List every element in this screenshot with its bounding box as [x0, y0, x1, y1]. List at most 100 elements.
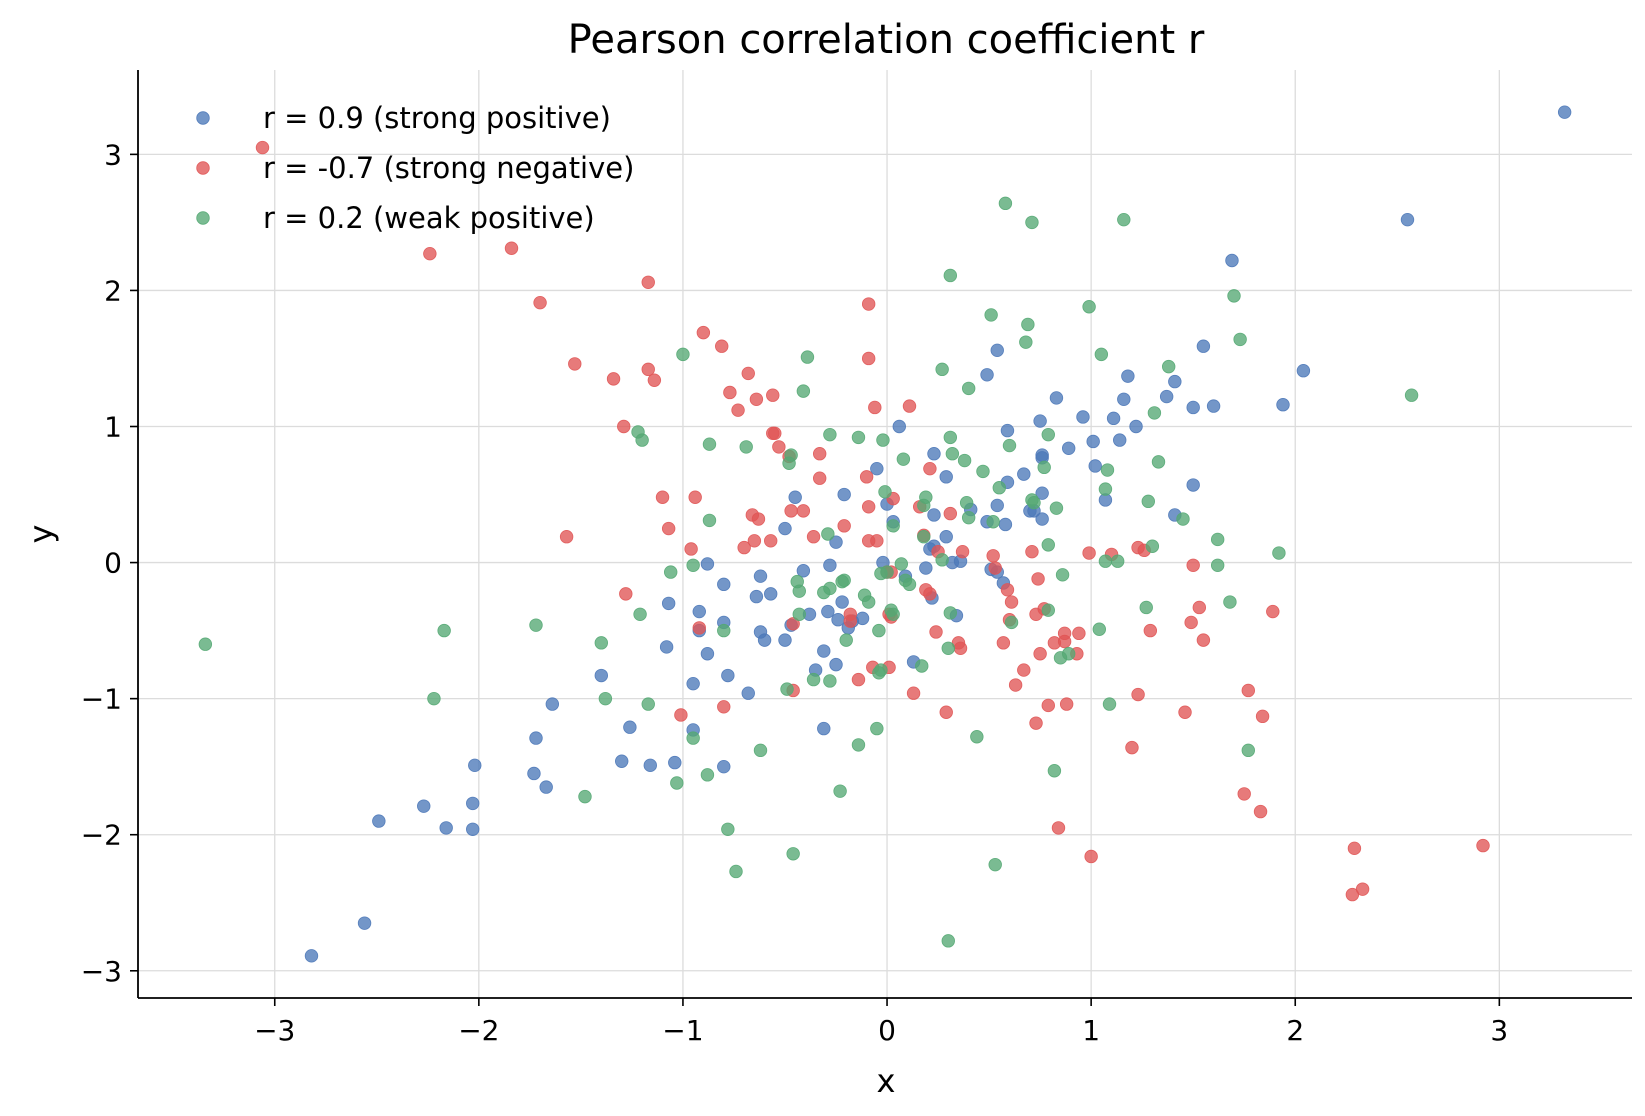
data-point — [943, 430, 958, 445]
data-point — [721, 668, 735, 683]
data-point — [757, 633, 772, 647]
data-point — [545, 697, 560, 711]
data-point — [466, 796, 480, 811]
data-point — [839, 633, 853, 647]
x-tick-label: 0 — [878, 1014, 896, 1047]
data-point — [423, 246, 437, 261]
data-point — [780, 682, 794, 696]
data-point — [633, 607, 647, 621]
data-point — [1041, 538, 1055, 552]
data-point — [751, 512, 766, 526]
data-point — [717, 623, 731, 638]
data-point — [986, 515, 1000, 529]
data-point — [1041, 603, 1055, 617]
data-point — [1037, 460, 1051, 475]
data-point — [568, 357, 582, 371]
data-point — [357, 916, 372, 930]
data-point — [880, 565, 894, 579]
data-point — [1557, 105, 1572, 119]
data-point — [1186, 478, 1200, 492]
data-point — [1002, 438, 1017, 453]
data-point — [821, 604, 835, 619]
data-point — [829, 535, 843, 549]
data-point — [996, 636, 1011, 650]
data-point — [1143, 623, 1158, 638]
data-point — [1347, 841, 1362, 856]
axes — [137, 70, 1632, 999]
data-point — [1355, 882, 1370, 896]
data-point — [723, 385, 737, 400]
data-point — [988, 857, 1002, 872]
legend: r = 0.9 (strong positive) r = -0.7 (stron… — [196, 101, 634, 235]
data-point — [1186, 400, 1200, 415]
data-point — [741, 686, 755, 700]
data-point — [674, 708, 688, 722]
data-point — [1049, 391, 1064, 405]
data-point — [692, 621, 706, 635]
data-point — [533, 295, 547, 310]
data-point — [868, 400, 882, 415]
data-point — [578, 789, 592, 804]
data-point — [1033, 647, 1047, 661]
data-point — [870, 461, 884, 476]
y-tick-label: −1 — [81, 683, 122, 716]
data-point — [721, 822, 735, 836]
data-point — [806, 672, 821, 687]
data-point — [1025, 544, 1039, 559]
data-point — [692, 604, 706, 619]
data-point — [753, 569, 768, 583]
data-point — [980, 368, 994, 382]
data-point — [527, 766, 541, 781]
data-point — [992, 481, 1006, 495]
data-point — [1129, 419, 1143, 434]
data-point — [1141, 494, 1155, 509]
data-point — [859, 470, 874, 484]
data-point — [976, 464, 990, 479]
data-point — [686, 558, 700, 572]
data-point — [737, 540, 751, 555]
data-point — [837, 519, 851, 533]
data-point — [812, 447, 827, 461]
data-point — [1106, 411, 1121, 426]
data-point — [835, 574, 849, 589]
data-point — [835, 595, 849, 609]
data-point — [647, 373, 662, 387]
data-point — [943, 606, 958, 620]
data-point — [894, 557, 909, 571]
data-point — [643, 758, 657, 773]
data-point — [198, 637, 213, 651]
data-point — [919, 561, 933, 575]
data-point — [1021, 317, 1035, 332]
data-point — [984, 308, 998, 322]
x-tick-label: 2 — [1286, 1014, 1304, 1047]
data-point — [1033, 414, 1047, 428]
data-point — [1196, 339, 1211, 353]
data-point — [878, 485, 892, 499]
x-tick-label: 3 — [1490, 1014, 1508, 1047]
data-point — [655, 490, 670, 504]
data-point — [1041, 698, 1055, 713]
data-point — [304, 949, 319, 963]
y-tick-label: 2 — [104, 274, 122, 307]
data-point — [717, 759, 731, 774]
data-point — [970, 730, 984, 744]
data-point — [1055, 568, 1070, 582]
data-point — [641, 275, 655, 289]
data-point — [729, 864, 743, 879]
data-point — [1210, 532, 1225, 547]
data-point — [1255, 709, 1270, 724]
data-point — [886, 519, 900, 533]
data-point — [796, 384, 811, 398]
data-point — [788, 490, 802, 504]
data-point — [861, 351, 876, 366]
data-point — [943, 268, 958, 283]
data-point — [876, 433, 890, 447]
data-point — [1004, 595, 1019, 609]
data-point — [796, 564, 811, 578]
data-point — [1253, 804, 1268, 819]
data-point — [659, 640, 674, 654]
data-point — [700, 768, 715, 782]
data-point — [635, 433, 649, 447]
